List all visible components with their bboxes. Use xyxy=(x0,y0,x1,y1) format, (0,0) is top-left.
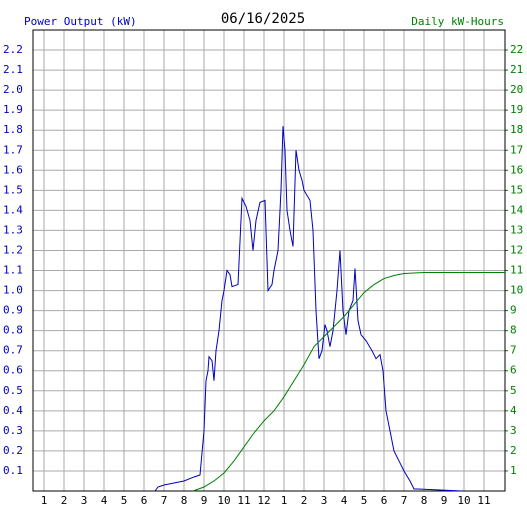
y2-tick-label: 12 xyxy=(510,243,523,256)
x-tick-label: 3 xyxy=(81,494,88,507)
y2-tick-label: 11 xyxy=(510,264,523,277)
x-tick-label: 3 xyxy=(321,494,328,507)
x-tick-label: 5 xyxy=(121,494,128,507)
y-tick-label: 1.2 xyxy=(3,243,23,256)
y-tick-label: 2.2 xyxy=(3,43,23,56)
y-tick-label: 1.9 xyxy=(3,103,23,116)
y2-tick-label: 8 xyxy=(510,324,517,337)
x-tick-label: 11 xyxy=(237,494,250,507)
y-tick-label: 0.4 xyxy=(3,404,23,417)
y-tick-label: 0.2 xyxy=(3,444,23,457)
x-tick-label: 9 xyxy=(441,494,448,507)
y-tick-label: 2.0 xyxy=(3,83,23,96)
x-tick-label: 4 xyxy=(101,494,108,507)
left-axis-label: Power Output (kW) xyxy=(24,15,137,28)
y-tick-label: 0.7 xyxy=(3,344,23,357)
y-tick-label: 1.5 xyxy=(3,183,23,196)
y2-tick-label: 9 xyxy=(510,304,517,317)
y2-tick-label: 18 xyxy=(510,123,523,136)
x-tick-label: 7 xyxy=(401,494,408,507)
plot-border xyxy=(32,29,506,492)
y2-tick-label: 17 xyxy=(510,143,523,156)
x-tick-label: 10 xyxy=(217,494,230,507)
y-tick-label: 0.1 xyxy=(3,464,23,477)
x-tick-label: 8 xyxy=(421,494,428,507)
y-tick-label: 0.3 xyxy=(3,424,23,437)
y-tick-label: 0.5 xyxy=(3,384,23,397)
x-tick-label: 12 xyxy=(257,494,270,507)
y2-tick-label: 13 xyxy=(510,223,523,236)
y2-tick-label: 22 xyxy=(510,43,523,56)
y-tick-label: 0.8 xyxy=(3,324,23,337)
x-tick-label: 5 xyxy=(361,494,368,507)
y-tick-label: 2.1 xyxy=(3,63,23,76)
y-tick-label: 0.9 xyxy=(3,304,23,317)
series-line xyxy=(192,272,505,492)
y2-tick-label: 19 xyxy=(510,103,523,116)
x-tick-label: 1 xyxy=(281,494,288,507)
y-tick-label: 1.1 xyxy=(3,264,23,277)
x-tick-label: 4 xyxy=(341,494,348,507)
y-tick-label: 1.4 xyxy=(3,203,23,216)
y-tick-label: 0.6 xyxy=(3,364,23,377)
y2-tick-label: 21 xyxy=(510,63,523,76)
y2-tick-label: 4 xyxy=(510,404,517,417)
y2-tick-label: 16 xyxy=(510,163,523,176)
x-tick-label: 2 xyxy=(61,494,68,507)
series-line xyxy=(154,126,463,492)
x-tick-label: 11 xyxy=(477,494,490,507)
x-tick-label: 1 xyxy=(41,494,48,507)
x-tick-label: 6 xyxy=(141,494,148,507)
y2-tick-label: 6 xyxy=(510,364,517,377)
y-tick-label: 1.3 xyxy=(3,223,23,236)
x-tick-label: 10 xyxy=(457,494,470,507)
right-axis-label: Daily kW-Hours xyxy=(411,15,504,28)
y2-tick-label: 7 xyxy=(510,344,517,357)
y2-tick-label: 3 xyxy=(510,424,517,437)
y-tick-label: 1.0 xyxy=(3,284,23,297)
y2-tick-label: 2 xyxy=(510,444,517,457)
y2-tick-label: 10 xyxy=(510,284,523,297)
y2-tick-label: 5 xyxy=(510,384,517,397)
x-tick-label: 7 xyxy=(161,494,168,507)
y2-tick-label: 1 xyxy=(510,464,517,477)
y-tick-label: 1.8 xyxy=(3,123,23,136)
y2-tick-label: 20 xyxy=(510,83,523,96)
chart-title: 06/16/2025 xyxy=(221,11,305,27)
y-tick-label: 1.6 xyxy=(3,163,23,176)
x-tick-label: 2 xyxy=(301,494,308,507)
y2-tick-label: 15 xyxy=(510,183,523,196)
y-tick-label: 1.7 xyxy=(3,143,23,156)
x-tick-label: 8 xyxy=(181,494,188,507)
x-tick-label: 9 xyxy=(201,494,208,507)
y2-tick-label: 14 xyxy=(510,203,524,216)
x-tick-label: 6 xyxy=(381,494,388,507)
